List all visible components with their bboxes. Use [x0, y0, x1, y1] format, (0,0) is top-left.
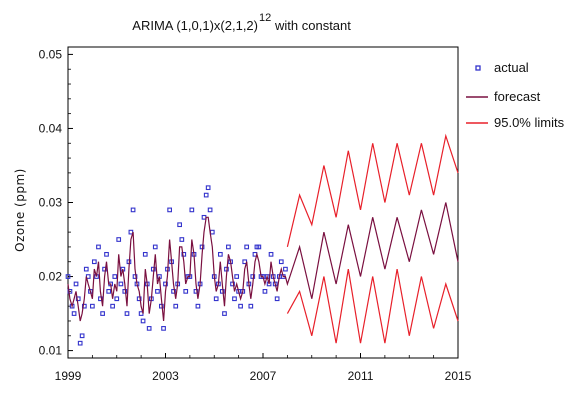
- actual-point: [79, 333, 85, 339]
- actual-point: [232, 296, 237, 302]
- actual-point: [171, 289, 176, 294]
- actual-point: [65, 274, 71, 279]
- actual-point: [83, 266, 89, 272]
- series-forecast-line: [67, 202, 459, 322]
- actual-point: [207, 207, 213, 213]
- y-axis: 0.01 0.02 0.03 0.04 0.05: [39, 47, 73, 358]
- legend-label-actual: actual: [494, 60, 529, 75]
- actual-point: [163, 281, 168, 287]
- y-tick-label: 0.02: [39, 270, 63, 284]
- legend-marker-actual: [475, 65, 481, 71]
- actual-point: [104, 251, 109, 257]
- actual-point: [124, 311, 130, 316]
- actual-point: [222, 311, 227, 316]
- actual-point: [167, 207, 172, 213]
- actual-point: [116, 237, 122, 242]
- series-actual: [65, 185, 288, 346]
- actual-point: [100, 311, 105, 316]
- actual-point: [195, 303, 201, 309]
- x-tick-label: 2011: [348, 369, 374, 383]
- actual-point: [114, 296, 120, 302]
- legend: actual forecast 95.0% limits: [466, 60, 565, 130]
- actual-point: [268, 251, 274, 257]
- chart-title: ARIMA (1,0,1)x(2,1,2): [132, 18, 258, 33]
- actual-point: [118, 281, 124, 287]
- y-tick-label: 0.05: [39, 47, 63, 61]
- series-limit-line: [286, 268, 459, 344]
- actual-point: [226, 244, 231, 250]
- x-tick-label: 2007: [250, 369, 277, 383]
- actual-point: [230, 281, 235, 287]
- actual-point: [112, 274, 118, 279]
- actual-point: [256, 244, 262, 250]
- actual-point: [71, 311, 77, 316]
- actual-point: [110, 303, 115, 309]
- actual-point: [161, 326, 166, 331]
- actual-point: [98, 296, 103, 302]
- actual-point: [132, 274, 138, 279]
- actual-point: [77, 340, 83, 346]
- actual-point: [75, 296, 81, 302]
- y-tick-label: 0.01: [39, 344, 63, 358]
- actual-point: [209, 229, 215, 235]
- actual-point: [262, 289, 268, 294]
- actual-point: [179, 237, 185, 242]
- actual-point: [248, 303, 254, 309]
- legend-label-limits: 95.0% limits: [494, 115, 565, 130]
- actual-point: [183, 289, 189, 294]
- x-tick-label: 2003: [152, 369, 179, 383]
- series-limit-line: [286, 133, 459, 248]
- chart-title-suffix: with constant: [274, 18, 351, 33]
- actual-point: [234, 274, 240, 279]
- actual-point: [155, 289, 160, 294]
- y-axis-title: Ozone (ppm): [13, 168, 27, 252]
- actual-point: [142, 251, 148, 257]
- actual-point: [152, 244, 158, 250]
- actual-point: [238, 303, 243, 309]
- actual-point: [203, 192, 209, 198]
- actual-point: [205, 185, 211, 191]
- y-tick-label: 0.04: [39, 121, 63, 135]
- actual-point: [189, 207, 195, 213]
- actual-point: [81, 303, 87, 309]
- actual-point: [278, 259, 284, 265]
- actual-point: [91, 259, 97, 265]
- actual-point: [217, 251, 223, 257]
- actual-point: [173, 303, 179, 309]
- actual-point: [213, 296, 219, 302]
- actual-point: [73, 281, 79, 287]
- actual-point: [181, 251, 187, 257]
- actual-point: [102, 266, 107, 272]
- actual-point: [106, 289, 112, 294]
- x-tick-label: 1999: [55, 369, 82, 383]
- y-tick-label: 0.03: [39, 196, 63, 210]
- actual-point: [283, 266, 288, 272]
- actual-point: [146, 326, 152, 331]
- actual-point: [193, 289, 199, 294]
- actual-point: [177, 222, 182, 228]
- series-layer: [65, 133, 459, 346]
- x-tick-label: 2015: [445, 369, 472, 383]
- chart-title-superscript: 12: [259, 12, 271, 24]
- actual-point: [244, 244, 250, 250]
- actual-point: [201, 214, 207, 220]
- chart-title-main: ARIMA (1,0,1)x(2,1,2): [132, 18, 258, 33]
- actual-point: [140, 318, 146, 324]
- actual-point: [274, 296, 280, 302]
- actual-point: [90, 303, 95, 309]
- x-axis: 1999 2003 2007 2011 2015: [55, 353, 472, 383]
- actual-point: [130, 207, 136, 213]
- actual-point: [136, 296, 142, 302]
- legend-label-forecast: forecast: [494, 89, 541, 104]
- actual-point: [67, 289, 73, 294]
- actual-point: [96, 244, 101, 250]
